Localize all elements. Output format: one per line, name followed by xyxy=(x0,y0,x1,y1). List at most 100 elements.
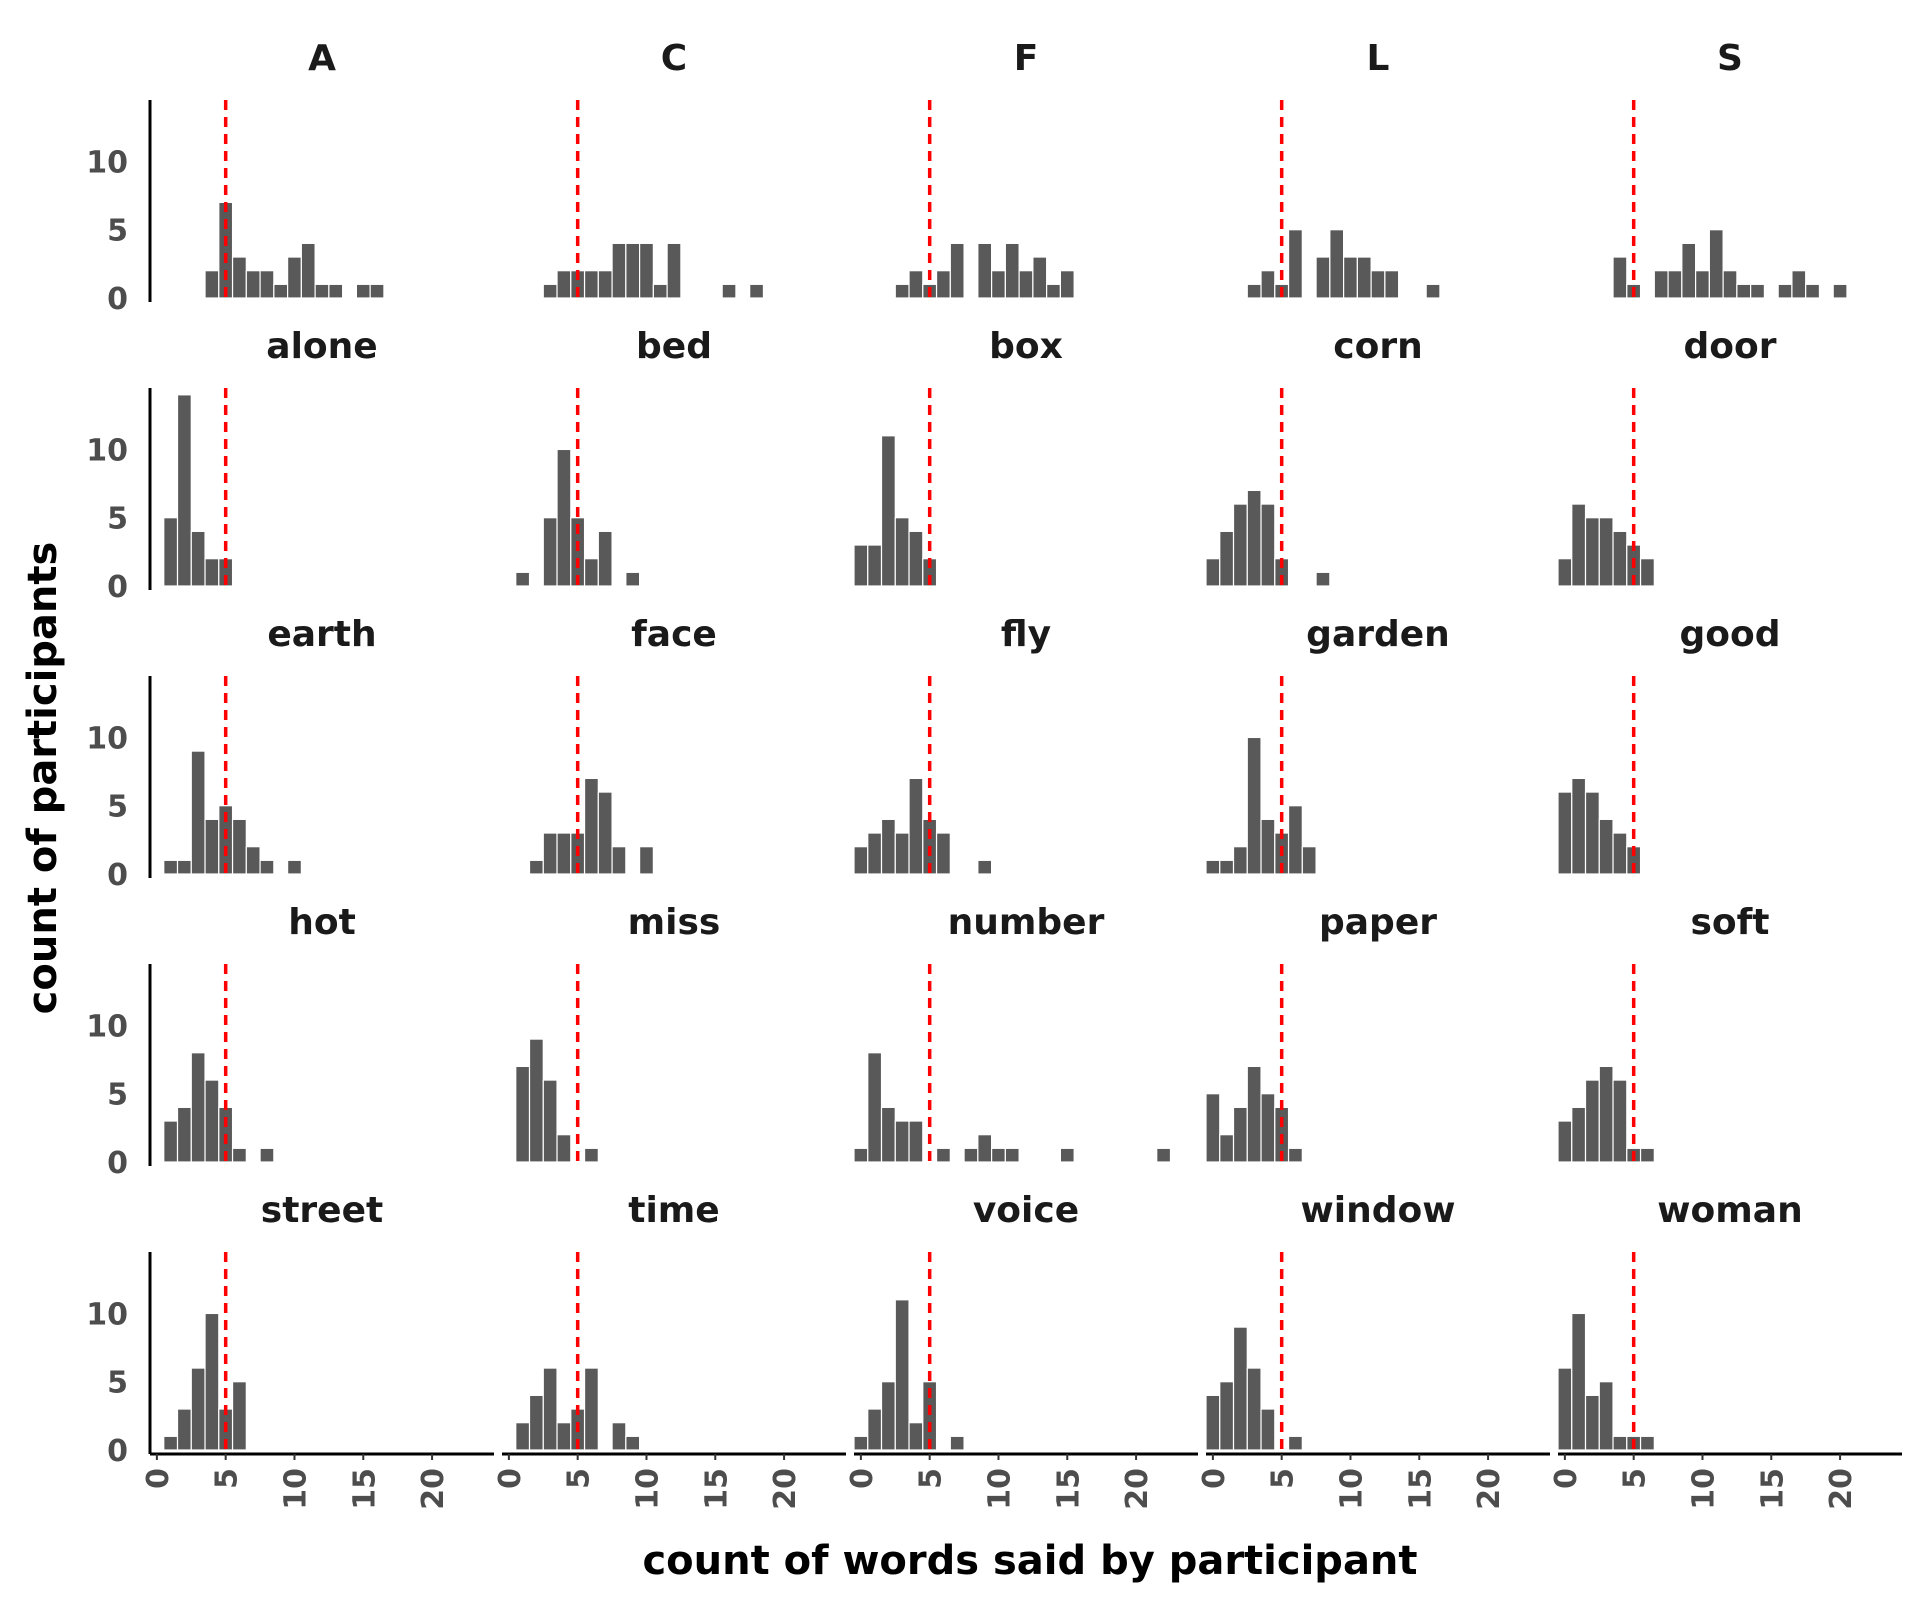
histogram-bar xyxy=(190,750,206,875)
histogram-bar xyxy=(908,777,924,875)
histogram-bar xyxy=(652,283,668,299)
facet-panel-corn: corn xyxy=(1205,326,1423,587)
facet-panel-street: street 0 5 10 0 5 10 15 20 xyxy=(86,1190,494,1510)
histogram-bar xyxy=(1315,571,1331,587)
histogram-bar xyxy=(597,530,613,587)
histogram-bar xyxy=(204,270,220,299)
histogram-bar xyxy=(867,832,883,875)
x-tick-label: 10 xyxy=(1686,1468,1721,1510)
histogram-bar xyxy=(1667,270,1683,299)
histogram-bar xyxy=(287,859,302,875)
histogram-bar xyxy=(231,818,247,875)
histogram-bar xyxy=(570,517,586,587)
histogram-bar xyxy=(542,283,558,299)
histogram-bar xyxy=(853,846,869,875)
histogram-bar xyxy=(611,846,627,875)
y-tick-label: 5 xyxy=(107,790,128,825)
histogram-bar xyxy=(190,1052,206,1163)
histogram-bar xyxy=(528,1038,544,1163)
histogram-bar xyxy=(1777,283,1793,299)
y-tick-label: 5 xyxy=(107,214,128,249)
histogram-bar xyxy=(1598,517,1614,587)
x-tick-label: 20 xyxy=(1120,1468,1155,1510)
histogram-bar xyxy=(1246,489,1262,587)
histogram-bar xyxy=(949,1435,965,1451)
facet-panel-voice: voice 0 5 10 15 20 xyxy=(845,1190,1198,1510)
histogram-bar xyxy=(1736,283,1752,299)
histogram-bar xyxy=(328,283,344,299)
facet-title: number xyxy=(948,902,1105,943)
histogram-bar xyxy=(977,859,993,875)
facet-panel-alone: alone 0 5 10 xyxy=(86,326,377,605)
histogram-bar xyxy=(273,283,289,299)
facet-title: L xyxy=(1367,38,1390,79)
facet-title: good xyxy=(1679,614,1780,655)
facet-panel-box: box xyxy=(853,326,1063,587)
histogram-bar xyxy=(1246,1367,1262,1451)
x-tick-label: 20 xyxy=(1824,1468,1859,1510)
histogram-bar xyxy=(259,1147,275,1163)
histogram-bar xyxy=(1557,791,1573,875)
histogram-bar xyxy=(638,242,654,299)
histogram-bar xyxy=(880,435,896,587)
histogram-bar xyxy=(1219,1134,1235,1163)
histogram-bar xyxy=(583,777,599,875)
facet-title: fly xyxy=(1001,614,1051,655)
histogram-bar xyxy=(1205,859,1221,875)
facet-title: box xyxy=(989,326,1063,367)
histogram-bar xyxy=(314,283,330,299)
histogram-bar xyxy=(1260,818,1276,875)
x-tick-label: 10 xyxy=(982,1468,1017,1510)
x-tick-label: 20 xyxy=(1472,1468,1507,1510)
histogram-bar xyxy=(894,1120,910,1163)
histogram-bar xyxy=(1598,818,1614,875)
histogram-bar xyxy=(583,1147,599,1163)
histogram-bar xyxy=(1287,229,1303,299)
histogram-bar xyxy=(963,1147,979,1163)
histogram-bar xyxy=(880,1106,896,1163)
histogram-bar xyxy=(894,1299,910,1451)
histogram-bar xyxy=(1571,1312,1587,1451)
histogram-bar xyxy=(1356,256,1372,299)
histogram-bar xyxy=(287,256,302,299)
histogram-bar xyxy=(259,270,275,299)
facet-panel-number: number xyxy=(853,902,1172,1163)
x-tick-label: 0 xyxy=(493,1468,528,1489)
x-tick-label: 10 xyxy=(630,1468,665,1510)
facet-panel-A: A 0 5 10 xyxy=(86,38,385,317)
histogram-bar xyxy=(977,1134,993,1163)
histogram-bar xyxy=(1032,256,1048,299)
histogram-bar xyxy=(1004,242,1020,299)
histogram-bar xyxy=(583,270,599,299)
histogram-bar xyxy=(1653,270,1669,299)
histogram-bar xyxy=(369,283,385,299)
histogram-bar xyxy=(1639,1147,1655,1163)
histogram-bar xyxy=(638,846,654,875)
histogram-bar xyxy=(542,1079,558,1163)
histogram-bar xyxy=(204,558,220,587)
histogram-bar xyxy=(1584,1394,1600,1451)
facet-title: corn xyxy=(1333,326,1422,367)
x-axis-title: count of words said by participant xyxy=(642,1538,1417,1584)
histogram-bar xyxy=(1018,270,1034,299)
histogram-bar xyxy=(1571,777,1587,875)
histogram-bar xyxy=(908,1120,924,1163)
histogram-bar xyxy=(880,1381,896,1451)
histogram-bar xyxy=(908,270,924,299)
histogram-bar xyxy=(190,530,206,587)
histogram-bar xyxy=(1612,1435,1628,1451)
histogram-bar xyxy=(1219,859,1235,875)
facet-panel-hot: hot 0 5 10 xyxy=(86,902,356,1181)
histogram-bar xyxy=(935,832,951,875)
histogram-bar xyxy=(894,283,910,299)
histogram-bar xyxy=(1301,846,1317,875)
histogram-bar xyxy=(556,832,572,875)
histogram-bar xyxy=(231,1381,247,1451)
histogram-bar xyxy=(625,1435,641,1451)
histogram-bar xyxy=(1571,503,1587,587)
histogram-bar xyxy=(231,1147,247,1163)
facet-title: bed xyxy=(636,326,712,367)
histogram-bar xyxy=(1342,256,1358,299)
histogram-bar xyxy=(990,1147,1006,1163)
